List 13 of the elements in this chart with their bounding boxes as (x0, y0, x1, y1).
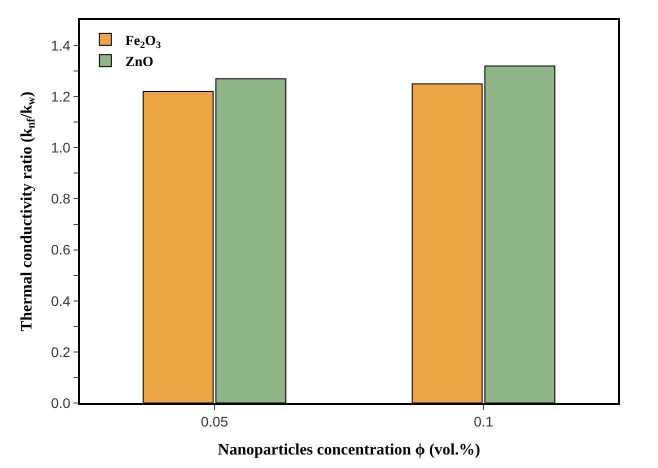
y-tick-label: 0.2 (50, 344, 71, 360)
y-tick-label: 0.0 (50, 394, 71, 411)
legend-label: Fe$_{2}$O$_{3}$ (125, 34, 161, 51)
x-tick-label: 0.1 (474, 414, 494, 430)
y-tick-label: 0.4 (50, 292, 71, 309)
x-tick-label: 0.05 (200, 414, 228, 430)
y-tick-label: 1.0 (50, 140, 71, 156)
y-tick-label: 1.2 (50, 88, 71, 104)
y-tick-label: 1.4 (50, 37, 71, 54)
y-tick-label: 0.8 (50, 190, 71, 207)
legend-label: ZnO (125, 55, 154, 70)
y-tick-label: 0.6 (50, 242, 71, 258)
x-axis-title: Nanoparticles concentration ϕ (vol.%) (218, 442, 480, 459)
